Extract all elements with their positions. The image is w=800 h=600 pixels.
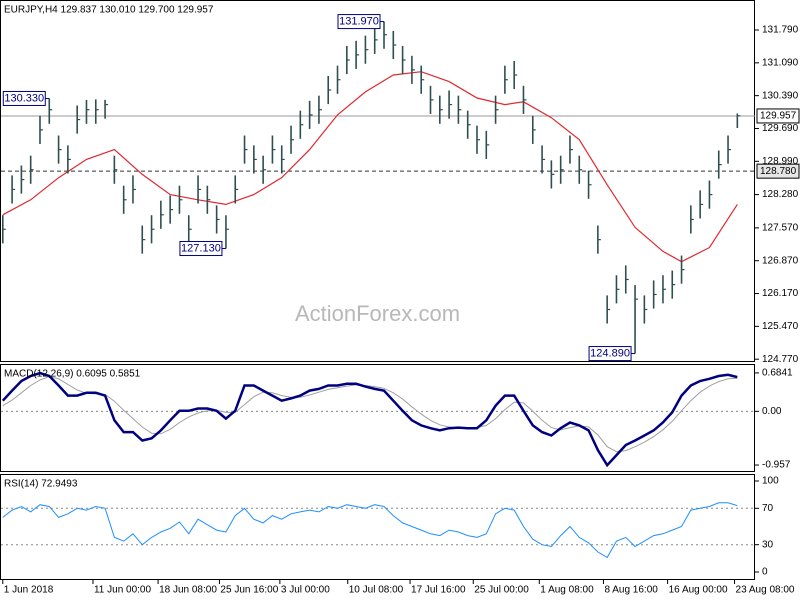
x-tick-label: 11 Jun 00:00: [94, 585, 152, 596]
x-tick-label: 23 Aug 08:00: [736, 585, 795, 596]
x-tick-label: 1 Aug 08:00: [540, 585, 594, 596]
annotation-label: 127.130: [181, 242, 221, 254]
panel-title: RSI(14) 72.9493: [4, 479, 78, 490]
x-tick-label: 10 Jul 08:00: [349, 585, 404, 596]
y-tick-label: 128.280: [762, 189, 799, 200]
indicator-line: [2, 502, 738, 559]
panel-title: EURJPY,H4 129.837 130.010 129.700 129.95…: [4, 5, 214, 16]
y-tick-label: 30: [762, 539, 774, 550]
x-tick-label: 25 Jun 16:00: [220, 585, 278, 596]
y-tick-label: 129.690: [762, 123, 799, 134]
panel-frame: [0, 474, 755, 580]
y-tick-label: 100: [762, 476, 779, 487]
panel-frame: [0, 0, 755, 362]
y-tick-label: 127.570: [762, 223, 799, 234]
x-tick-label: 17 Jul 16:00: [411, 585, 466, 596]
y-tick-label: 128.990: [762, 156, 799, 167]
y-tick-label: 126.870: [762, 255, 799, 266]
panel-title: MACD(12,26,9) 0.6095 0.5851: [4, 369, 141, 380]
x-tick-label: 16 Aug 00:00: [669, 585, 728, 596]
y-tick-label: 131.090: [762, 57, 799, 68]
price-label-box: [756, 163, 800, 179]
annotation-box: [179, 241, 223, 257]
x-tick-label: 1 Jun 2018: [4, 585, 54, 596]
indicator-line: [1, 371, 738, 468]
annotation-label: 124.890: [590, 347, 630, 359]
x-tick-label: 3 Jul 00:00: [281, 585, 330, 596]
panel-frame: [0, 364, 755, 472]
moving-average: [2, 71, 738, 263]
y-tick-label: 130.390: [762, 90, 799, 101]
price-label-box: [756, 108, 800, 124]
price-label: 128.780: [760, 166, 797, 177]
y-tick-label: 0.6841: [762, 368, 793, 379]
y-tick-label: 70: [762, 503, 774, 514]
x-tick-label: 25 Jul 00:00: [474, 585, 529, 596]
annotation-box: [2, 90, 46, 106]
x-tick-label: 18 Jun 08:00: [159, 585, 217, 596]
y-tick-label: 0: [762, 567, 768, 578]
y-tick-label: -0.957: [762, 460, 791, 471]
y-tick-label: 0.00: [762, 406, 782, 417]
y-tick-label: 125.470: [762, 321, 799, 332]
watermark: ActionForex.com: [295, 301, 460, 326]
price-label: 129.957: [760, 111, 797, 122]
annotation-label: 131.970: [339, 15, 379, 27]
y-tick-label: 124.770: [762, 354, 799, 365]
annotation-box: [337, 14, 381, 30]
x-tick-label: 8 Aug 16:00: [604, 585, 658, 596]
y-tick-label: 126.170: [762, 288, 799, 299]
annotation-box: [588, 346, 632, 362]
annotation-label: 130.330: [4, 92, 44, 104]
y-tick-label: 131.790: [762, 25, 799, 36]
indicator-line: [2, 375, 738, 453]
